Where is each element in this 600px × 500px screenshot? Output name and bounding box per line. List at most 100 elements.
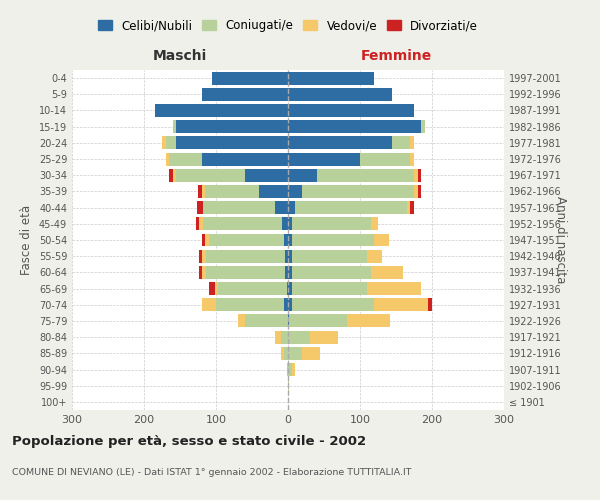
Bar [288, 218, 292, 230]
Bar [275, 330, 281, 344]
Bar [202, 88, 288, 101]
Bar [292, 363, 295, 376]
Bar [392, 136, 410, 149]
Bar [199, 250, 202, 262]
Bar [302, 347, 320, 360]
Bar [360, 152, 410, 166]
Bar [288, 152, 360, 166]
Bar [205, 185, 259, 198]
Bar [169, 169, 173, 181]
Bar [166, 152, 169, 166]
Bar [289, 314, 347, 328]
Bar [407, 201, 410, 214]
Text: Popolazione per età, sesso e stato civile - 2002: Popolazione per età, sesso e stato civil… [12, 435, 366, 448]
Bar [205, 234, 209, 246]
Legend: Celibi/Nubili, Coniugati/e, Vedovi/e, Divorziati/e: Celibi/Nubili, Coniugati/e, Vedovi/e, Di… [93, 14, 483, 37]
Text: COMUNE DI NEVIANO (LE) - Dati ISTAT 1° gennaio 2002 - Elaborazione TUTTITALIA.IT: COMUNE DI NEVIANO (LE) - Dati ISTAT 1° g… [12, 468, 412, 477]
Bar [288, 234, 292, 246]
Bar [284, 298, 288, 311]
Bar [197, 201, 203, 214]
Bar [310, 330, 338, 344]
Bar [281, 347, 284, 360]
Bar [215, 282, 218, 295]
Bar [176, 136, 288, 149]
Bar [414, 185, 418, 198]
Bar [162, 136, 166, 149]
Bar [209, 234, 284, 246]
Bar [288, 185, 302, 198]
Bar [288, 330, 310, 344]
Bar [203, 201, 275, 214]
Bar [410, 152, 414, 166]
Bar [206, 266, 285, 279]
Bar [281, 330, 288, 344]
Bar [288, 88, 392, 101]
Bar [374, 234, 389, 246]
Bar [245, 314, 288, 328]
Text: Femmine: Femmine [361, 49, 431, 63]
Bar [371, 218, 378, 230]
Bar [202, 298, 216, 311]
Bar [202, 250, 206, 262]
Bar [206, 250, 285, 262]
Bar [428, 298, 432, 311]
Bar [202, 234, 205, 246]
Bar [198, 185, 202, 198]
Bar [302, 185, 414, 198]
Bar [245, 169, 288, 181]
Bar [287, 363, 288, 376]
Bar [287, 282, 288, 295]
Bar [176, 120, 288, 133]
Bar [288, 201, 295, 214]
Bar [288, 120, 421, 133]
Bar [367, 250, 382, 262]
Bar [173, 169, 176, 181]
Bar [288, 136, 392, 149]
Bar [288, 250, 292, 262]
Bar [284, 234, 288, 246]
Bar [169, 152, 202, 166]
Y-axis label: Anni di nascita: Anni di nascita [554, 196, 567, 284]
Bar [288, 363, 292, 376]
Bar [295, 201, 407, 214]
Bar [285, 266, 288, 279]
Bar [410, 136, 414, 149]
Bar [288, 298, 292, 311]
Bar [374, 298, 428, 311]
Bar [414, 169, 418, 181]
Bar [202, 152, 288, 166]
Bar [288, 169, 317, 181]
Bar [282, 218, 288, 230]
Bar [292, 218, 371, 230]
Bar [292, 266, 371, 279]
Bar [292, 298, 374, 311]
Bar [288, 266, 292, 279]
Bar [317, 169, 414, 181]
Bar [216, 298, 284, 311]
Bar [418, 169, 421, 181]
Bar [166, 136, 176, 149]
Bar [199, 218, 203, 230]
Bar [347, 314, 390, 328]
Bar [421, 120, 425, 133]
Bar [284, 347, 288, 360]
Bar [173, 120, 176, 133]
Bar [292, 250, 367, 262]
Bar [275, 201, 288, 214]
Bar [292, 282, 367, 295]
Bar [288, 379, 289, 392]
Bar [176, 169, 245, 181]
Bar [202, 266, 206, 279]
Bar [218, 282, 287, 295]
Bar [238, 314, 245, 328]
Bar [410, 201, 414, 214]
Bar [285, 250, 288, 262]
Y-axis label: Fasce di età: Fasce di età [20, 205, 33, 275]
Bar [209, 282, 215, 295]
Bar [196, 218, 199, 230]
Bar [288, 282, 292, 295]
Bar [288, 314, 289, 328]
Bar [418, 185, 421, 198]
Bar [203, 218, 282, 230]
Bar [292, 234, 374, 246]
